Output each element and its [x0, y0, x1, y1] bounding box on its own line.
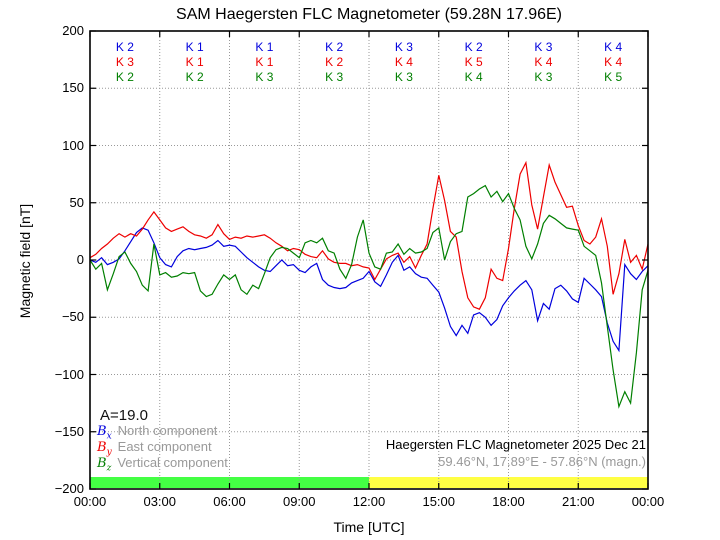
x-tick-label: 06:00 [213, 494, 246, 509]
x-tick-label: 18:00 [492, 494, 525, 509]
y-tick-label: 150 [62, 80, 84, 96]
y-tick-label: 0 [76, 252, 84, 267]
activity-bar-segment [90, 477, 369, 488]
legend-item-bx: Bx North component [97, 423, 228, 442]
k-index-blue: K 3 [394, 40, 413, 54]
legend-label-vertical: Vertical component [117, 455, 228, 470]
k-index-red: K 4 [534, 55, 553, 69]
chart-title: SAM Haegersten FLC Magnetometer (59.28N … [176, 6, 562, 23]
legend-label-north: North component [117, 423, 218, 438]
legend-item-bz: Bz Vertical component [97, 455, 228, 474]
k-index-green: K 3 [255, 70, 274, 84]
y-tick-label: −200 [54, 481, 84, 496]
k-index-red: K 2 [325, 55, 344, 69]
x-tick-label: 09:00 [282, 494, 316, 509]
bx-symbol: Bx [97, 424, 112, 442]
k-index-green: K 3 [534, 70, 553, 84]
a-index-value: A=19.0 [100, 407, 148, 424]
k-index-blue: K 2 [325, 40, 344, 54]
bz-symbol: Bz [97, 456, 112, 474]
x-tick-label: 21:00 [561, 494, 595, 509]
y-tick-label: 50 [69, 194, 84, 210]
y-tick-label: 100 [62, 137, 84, 153]
y-axis-label: Magnetic field [nT] [17, 203, 33, 319]
y-tick-label: 200 [62, 23, 84, 38]
legend-label-east: East component [117, 439, 212, 454]
k-index-red: K 5 [464, 55, 483, 69]
x-tick-label: 00:00 [73, 494, 107, 509]
x-tick-label: 15:00 [422, 494, 456, 509]
k-index-red: K 4 [394, 55, 413, 69]
k-index-green: K 3 [325, 70, 344, 84]
k-index-red: K 3 [115, 55, 134, 69]
k-index-green: K 5 [604, 70, 623, 84]
plot-frame [89, 30, 649, 490]
x-axis-label: Time [UTC] [333, 519, 405, 535]
k-index-green: K 2 [185, 70, 204, 84]
k-index-green: K 2 [115, 70, 134, 84]
series-line-blue [89, 227, 649, 353]
series-line-red [89, 160, 649, 310]
k-index-green: K 3 [394, 70, 413, 84]
y-tick-label: −100 [54, 366, 84, 382]
legend: Bx North component By East component Bz Ver… [97, 423, 228, 474]
station-annotation: Haegersten FLC Magnetometer 2025 Dec 21 … [386, 436, 646, 470]
k-index-blue: K 1 [185, 40, 204, 54]
k-index-blue: K 1 [255, 40, 274, 54]
activity-bar-segment [369, 477, 648, 488]
k-index-blue: K 2 [115, 40, 134, 54]
k-index-green: K 4 [464, 70, 483, 84]
series-line-green [89, 184, 649, 409]
k-index-blue: K 2 [464, 40, 483, 54]
station-name-date: Haegersten FLC Magnetometer 2025 Dec 21 [385, 437, 646, 452]
k-index-red: K 1 [185, 55, 204, 69]
station-coordinates: 59.46°N, 17.89°E - 57.86°N (magn.) [438, 454, 646, 469]
x-tick-label: 03:00 [143, 494, 177, 509]
y-tick-label: −150 [54, 423, 84, 439]
k-index-red: K 4 [604, 55, 623, 69]
x-tick-label: 00:00 [631, 494, 665, 509]
k-index-blue: K 3 [534, 40, 553, 54]
x-tick-label: 12:00 [352, 494, 386, 509]
y-tick-label: −50 [61, 309, 84, 325]
by-symbol: By [97, 440, 112, 458]
k-index-blue: K 4 [604, 40, 623, 54]
k-index-red: K 1 [255, 55, 274, 69]
legend-item-by: By East component [97, 439, 228, 458]
